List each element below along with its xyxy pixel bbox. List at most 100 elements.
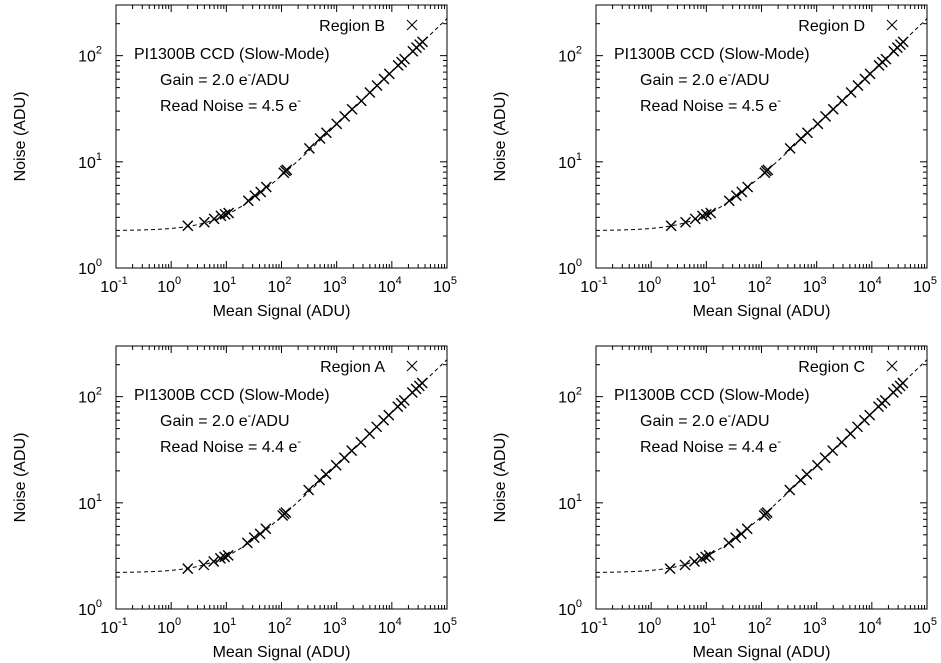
annotation: PI1300B CCD (Slow-Mode) Gain = 2.0 e-/ADU… — [614, 46, 810, 115]
y-tick-label: 102 — [558, 45, 582, 66]
data-point — [242, 195, 254, 207]
x-tick-label: 102 — [748, 275, 772, 296]
legend-label: Region D — [798, 18, 865, 35]
y-tick-label: 101 — [558, 151, 582, 172]
gain-label: Gain = 2.0 e-/ADU — [160, 410, 290, 430]
x-tick-label: 103 — [803, 275, 827, 296]
data-point — [723, 537, 735, 549]
x-tick-label: 102 — [268, 275, 292, 296]
legend-label: Region B — [319, 18, 385, 35]
data-point — [762, 164, 774, 176]
x-tick-label: 101 — [212, 616, 236, 637]
x-axis-label: Mean Signal (ADU) — [693, 644, 831, 661]
data-point — [219, 551, 231, 563]
x-tick-label: 10-1 — [100, 616, 128, 637]
data-series — [664, 377, 909, 575]
data-point — [730, 190, 742, 202]
x-tick-label: 100 — [637, 275, 661, 296]
data-point — [784, 484, 796, 496]
x-tick-label: 102 — [748, 616, 772, 637]
data-point — [696, 210, 708, 222]
data-point — [383, 68, 395, 80]
data-point — [827, 445, 839, 457]
y-axis-label: Noise (ADU) — [12, 92, 29, 182]
detector-label: PI1300B CCD (Slow-Mode) — [614, 46, 810, 63]
gain-label: Gain = 2.0 e-/ADU — [160, 69, 290, 89]
gain-label: Gain = 2.0 e-/ADU — [640, 410, 770, 430]
data-point — [897, 377, 909, 389]
data-point — [355, 95, 367, 107]
data-point — [801, 127, 813, 139]
x-tick-label: 103 — [323, 616, 347, 637]
data-point — [320, 127, 332, 139]
x-tick-label: 105 — [913, 275, 937, 296]
y-tick-label: 102 — [78, 45, 102, 66]
data-point — [801, 468, 813, 480]
data-point — [836, 436, 848, 448]
x-tick-label: 103 — [803, 616, 827, 637]
data-series — [182, 377, 428, 575]
y-axis-label: Noise (ADU) — [492, 433, 509, 523]
x-tick-label: 100 — [637, 616, 661, 637]
y-axis-label: Noise (ADU) — [492, 92, 509, 182]
legend-marker — [406, 19, 418, 31]
data-point — [208, 213, 220, 225]
data-point — [703, 549, 715, 561]
data-point — [215, 210, 227, 222]
y-tick-label: 100 — [78, 257, 102, 278]
x-tick-label: 104 — [858, 616, 882, 637]
data-point — [761, 507, 773, 519]
data-point — [355, 436, 367, 448]
x-tick-label: 104 — [858, 275, 882, 296]
data-point — [730, 532, 742, 544]
data-point — [219, 208, 231, 220]
read-noise-label: Read Noise = 4.4 e- — [160, 436, 301, 456]
data-point — [864, 409, 876, 421]
data-point — [664, 563, 676, 575]
data-point — [249, 190, 261, 202]
x-tick-label: 100 — [157, 616, 181, 637]
data-point — [346, 103, 358, 115]
y-tick-label: 101 — [78, 151, 102, 172]
legend-marker — [886, 19, 898, 31]
data-point — [182, 563, 194, 575]
data-point — [198, 559, 210, 571]
read-noise-label: Read Noise = 4.5 e- — [160, 95, 301, 115]
y-tick-label: 101 — [558, 492, 582, 513]
x-tick-label: 102 — [268, 616, 292, 637]
data-point — [198, 216, 210, 228]
legend-label: Region C — [798, 359, 865, 376]
data-point — [742, 181, 754, 193]
data-point — [182, 220, 194, 232]
x-tick-label: 10-1 — [580, 616, 608, 637]
data-point — [346, 445, 358, 457]
annotation: PI1300B CCD (Slow-Mode) Gain = 2.0 e-/ADU… — [134, 46, 330, 115]
x-tick-label: 103 — [323, 275, 347, 296]
axis-ticks — [115, 4, 448, 269]
data-point — [689, 213, 701, 225]
x-tick-label: 104 — [378, 275, 402, 296]
x-tick-label: 105 — [433, 616, 457, 637]
y-tick-label: 102 — [558, 386, 582, 407]
data-point — [241, 537, 253, 549]
axis-ticks — [115, 345, 448, 610]
data-point — [836, 95, 848, 107]
data-point — [665, 220, 677, 232]
annotation: PI1300B CCD (Slow-Mode) Gain = 2.0 e-/ADU… — [614, 387, 810, 456]
y-tick-label: 101 — [78, 492, 102, 513]
data-point — [679, 559, 691, 571]
y-tick-label: 102 — [78, 386, 102, 407]
detector-label: PI1300B CCD (Slow-Mode) — [614, 387, 810, 404]
x-axis-label: Mean Signal (ADU) — [693, 303, 831, 320]
data-point — [417, 36, 429, 48]
data-point — [700, 551, 712, 563]
y-axis-label: Noise (ADU) — [12, 433, 29, 523]
data-point — [897, 36, 909, 48]
data-point — [696, 552, 708, 564]
x-tick-label: 101 — [212, 275, 236, 296]
data-point — [260, 181, 272, 193]
x-tick-label: 105 — [913, 616, 937, 637]
